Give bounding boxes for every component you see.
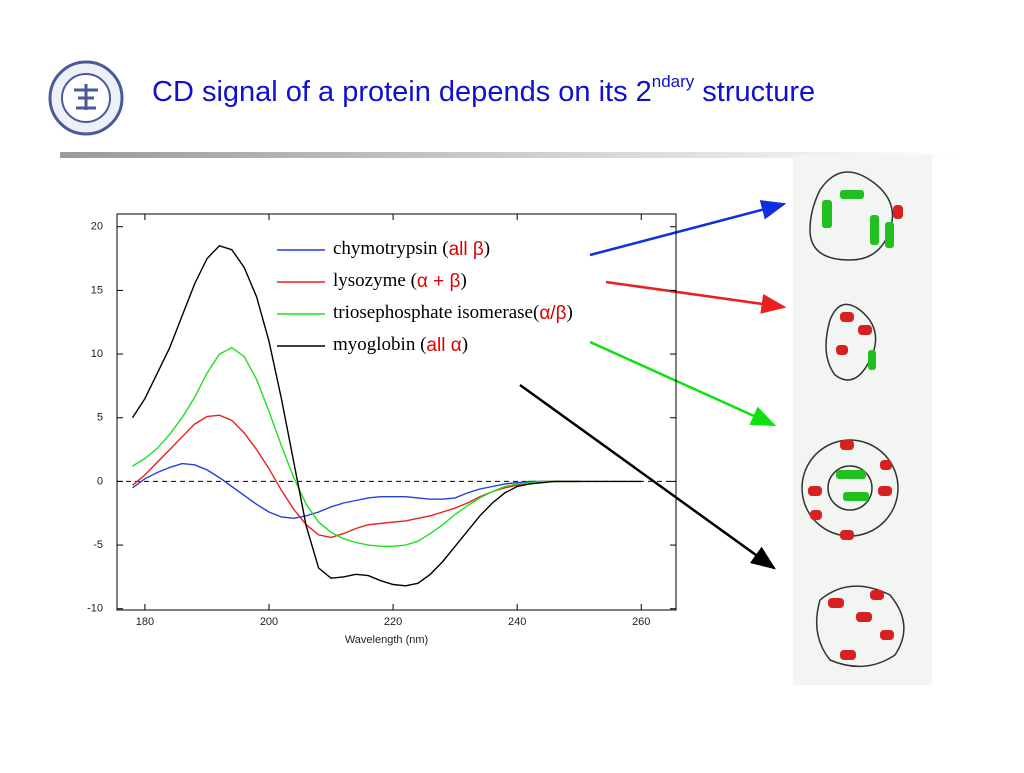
x-tick-label: 220: [384, 616, 402, 628]
legend-paren: (: [533, 302, 539, 323]
legend-paren: (: [406, 270, 417, 291]
title-text: CD signal of a protein depends on its 2: [152, 76, 652, 108]
legend-paren: ): [484, 238, 490, 259]
x-tick-label: 200: [260, 616, 278, 628]
title-superscript: ndary: [652, 72, 695, 91]
legend-structure: α + β: [417, 271, 461, 292]
y-tick-label: -10: [87, 603, 103, 615]
legend-entry: triosephosphate isomerase(α/β): [333, 302, 573, 324]
series-line: [132, 462, 580, 520]
y-tick-label: 5: [97, 412, 103, 424]
series-line: [132, 414, 580, 539]
y-tick-label: 10: [91, 348, 103, 360]
title-end: structure: [702, 76, 815, 108]
series-line: [131, 245, 642, 587]
x-tick-label: 240: [508, 616, 526, 628]
y-tick-label: 20: [91, 221, 103, 233]
legend-structure: α/β: [539, 303, 566, 324]
legend-name: myoglobin: [333, 334, 416, 355]
legend-paren: ): [567, 302, 573, 323]
legend-paren: (: [438, 238, 449, 259]
slide-title: CD signal of a protein depends on its 2n…: [152, 72, 815, 107]
legend-name: lysozyme: [333, 270, 406, 291]
legend-paren: (: [415, 334, 426, 355]
legend-entry: lysozyme (α + β): [333, 270, 467, 292]
chart: -10 -5 0 5 10 15 20 180 200 220 240 260 Wavelength (…: [87, 213, 677, 646]
legend-name: chymotrypsin: [333, 238, 438, 259]
legend-paren: ): [460, 270, 466, 291]
arrows: [519, 200, 787, 570]
legend-entry: chymotrypsin (all β): [333, 238, 490, 260]
series-line: [132, 346, 580, 547]
x-tick-label: 260: [632, 616, 650, 628]
legend-entry: myoglobin (all α): [333, 334, 468, 356]
legend-structure: all α: [426, 335, 461, 356]
legend-name: triosephosphate isomerase: [333, 302, 533, 323]
protein-images: [793, 155, 932, 685]
logo: [48, 60, 124, 136]
x-tick-label: 180: [136, 616, 154, 628]
y-tick-label: 0: [97, 475, 103, 487]
plot-frame: [116, 213, 677, 611]
legend-paren: ): [462, 334, 468, 355]
y-tick-label: -5: [93, 539, 103, 551]
title-rule: [60, 152, 960, 158]
x-axis-label: Wavelength (nm): [345, 634, 428, 646]
legend-structure: all β: [449, 239, 484, 260]
y-tick-label: 15: [91, 284, 103, 296]
